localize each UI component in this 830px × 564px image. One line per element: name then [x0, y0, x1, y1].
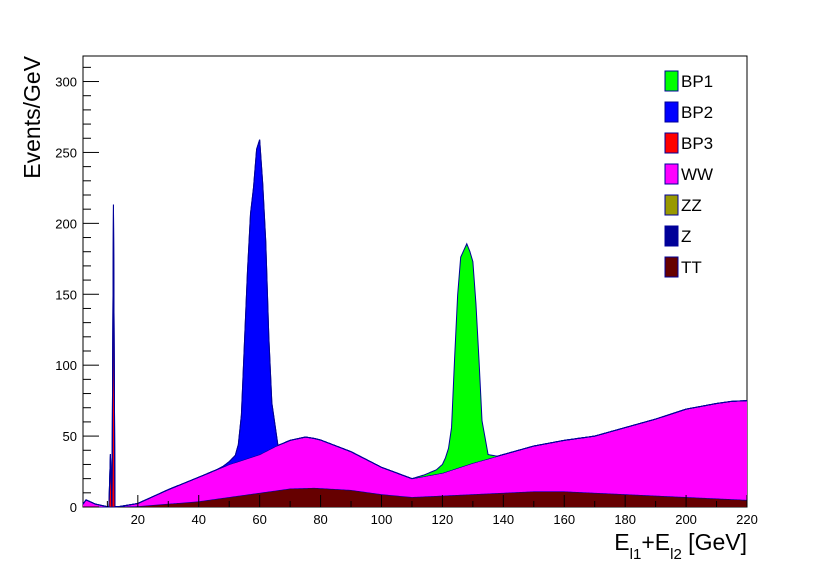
legend-item: BP2: [664, 101, 713, 123]
x-tick-label: 140: [492, 512, 514, 527]
legend-label: BP3: [681, 134, 713, 153]
x-axis-title-part: E: [655, 529, 670, 555]
stacked-areas: [82, 139, 748, 508]
area-bp2: [83, 139, 747, 507]
y-tick-label: 150: [55, 287, 77, 302]
legend-label: Z: [681, 227, 691, 246]
y-tick-label: 0: [70, 500, 77, 515]
area-ww: [83, 400, 747, 507]
legend-item: WW: [664, 163, 713, 185]
x-axis-title: El1+El2 [GeV]: [614, 529, 747, 563]
x-axis-title-part: [GeV]: [682, 529, 747, 555]
x-tick-label: 100: [371, 512, 393, 527]
outline-bp1: [82, 139, 748, 508]
y-tick-label: 50: [63, 429, 77, 444]
legend-item: BP1: [664, 70, 713, 92]
legend-swatch: [664, 194, 679, 216]
x-tick-label: 160: [553, 512, 575, 527]
x-axis-title-part: l1: [630, 546, 642, 563]
legend-label: ZZ: [681, 196, 702, 215]
x-tick-label: 200: [675, 512, 697, 527]
y-axis-title: Events/GeV: [19, 55, 45, 178]
legend-swatch: [664, 256, 679, 278]
x-tick-label: 180: [614, 512, 636, 527]
legend-label: WW: [681, 165, 713, 184]
legend-swatch: [664, 163, 679, 185]
legend-item: ZZ: [664, 194, 702, 216]
x-tick-label: 80: [313, 512, 327, 527]
y-tick-label: 250: [55, 145, 77, 160]
legend-label: BP1: [681, 72, 713, 91]
x-axis-title-part: l2: [670, 546, 682, 563]
legend-item: Z: [664, 225, 691, 247]
legend-item: BP3: [664, 132, 713, 154]
y-tick-label: 200: [55, 216, 77, 231]
x-tick-label: 220: [736, 512, 758, 527]
legend-swatch: [664, 101, 679, 123]
x-tick-label: 40: [192, 512, 206, 527]
axis-ticks: 20 40 60 80 100 120 140 160 180 200 220 0 50 100 150 20…: [55, 66, 758, 527]
legend-item: TT: [664, 256, 702, 278]
y-tick-label: 100: [55, 358, 77, 373]
legend-label: TT: [681, 258, 702, 277]
x-tick-label: 120: [432, 512, 454, 527]
legend-swatch: [664, 132, 679, 154]
x-tick-label: 20: [131, 512, 145, 527]
legend-swatch: [664, 70, 679, 92]
x-tick-label: 60: [252, 512, 266, 527]
y-tick-label: 300: [55, 75, 77, 90]
legend-label: BP2: [681, 103, 713, 122]
x-axis-title-part: E: [614, 529, 629, 555]
legend-swatch: [664, 225, 679, 247]
x-axis-title-part: +: [641, 529, 654, 555]
